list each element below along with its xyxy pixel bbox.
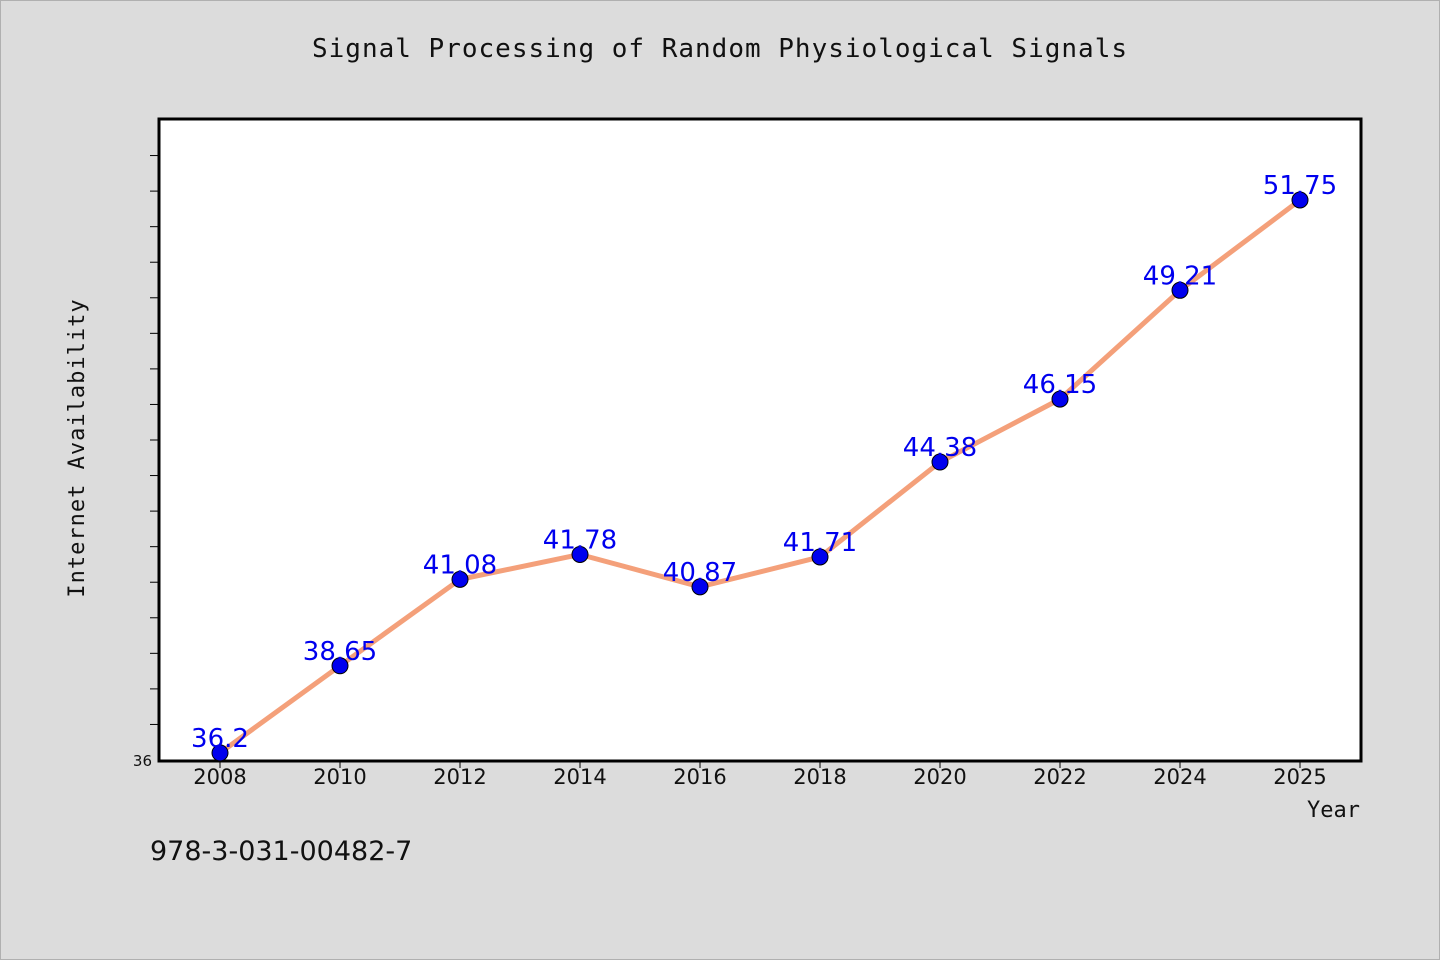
x-tick-label: 2012: [433, 765, 486, 789]
data-label: 41.78: [543, 525, 617, 555]
data-point: [931, 453, 949, 471]
data-point: [1291, 191, 1309, 209]
data-label: 38.65: [303, 637, 377, 667]
x-tick-label: 2025: [1273, 765, 1326, 789]
data-label: 49.21: [1143, 261, 1217, 291]
x-tick-label: 2008: [193, 765, 246, 789]
series-line: [217, 197, 1303, 756]
data-point: [331, 657, 349, 675]
chart-title: Signal Processing of Random Physiologica…: [311, 34, 1128, 64]
x-tick-label: 2022: [1033, 765, 1086, 789]
x-axis-ticks: 2008 2010 2012 2014 2016 2018 2020 2022 2024 2025: [193, 761, 1327, 789]
data-label: 36.2: [191, 724, 249, 754]
data-point: [1171, 281, 1189, 299]
data-point: [1051, 390, 1069, 408]
x-tick-label: 2018: [793, 765, 846, 789]
y-axis-ticks: 36: [133, 155, 159, 770]
x-tick-label: 2016: [673, 765, 726, 789]
data-point: [691, 578, 709, 596]
x-tick-label: 2020: [913, 765, 966, 789]
y-axis-label: Internet Availability: [65, 298, 90, 597]
x-axis-label: Year: [1307, 798, 1360, 823]
data-label: 46.15: [1023, 370, 1097, 400]
data-point: [571, 545, 589, 563]
x-tick-label: 2010: [313, 765, 366, 789]
data-point: [811, 548, 829, 566]
x-tick-label: 2024: [1153, 765, 1206, 789]
data-point: [451, 570, 469, 588]
data-label: 41.71: [783, 528, 857, 558]
isbn-text: 978-3-031-00482-7: [150, 836, 413, 867]
series-layer: 36.2 38.65 41.08 41.78 40.87 41.71 44.38 46.15 4…: [191, 171, 1337, 762]
data-label: 40.87: [663, 558, 737, 588]
data-label: 41.08: [423, 550, 497, 580]
x-tick-label: 2014: [553, 765, 606, 789]
data-label: 51.75: [1263, 171, 1337, 201]
data-label: 44.38: [903, 433, 977, 463]
data-point: [211, 744, 229, 762]
y-tick-label: 36: [133, 752, 152, 770]
